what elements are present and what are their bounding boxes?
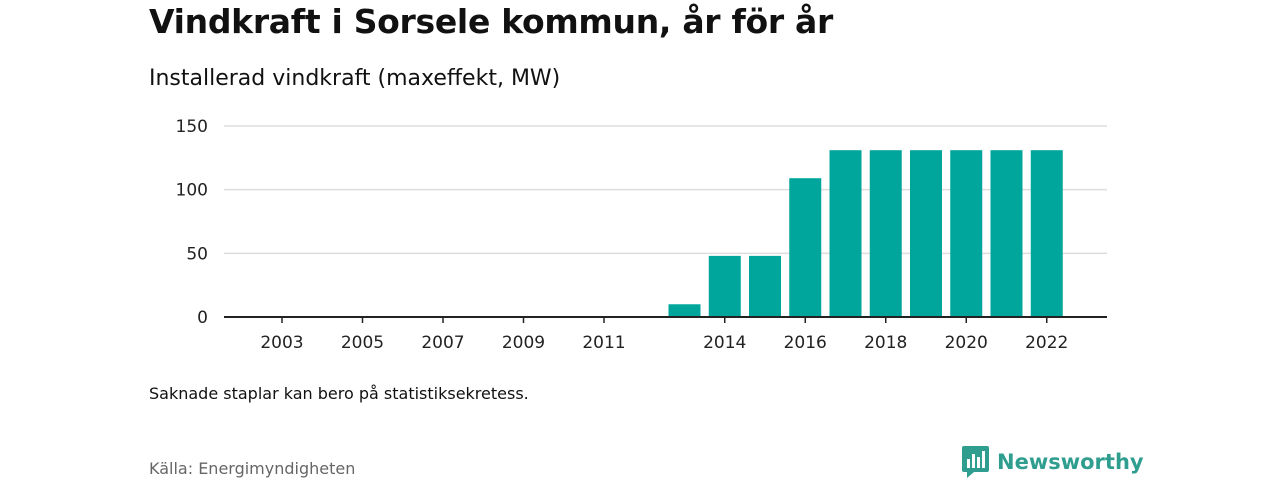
bars bbox=[668, 150, 1063, 317]
x-tick-label-2014: 2014 bbox=[703, 333, 746, 353]
y-tick-label-100: 100 bbox=[176, 181, 208, 201]
x-tick-label-2018: 2018 bbox=[864, 333, 907, 353]
bar-2016 bbox=[789, 178, 822, 317]
x-tick-label-2009: 2009 bbox=[502, 333, 545, 353]
chart-subtitle: Installerad vindkraft (maxeffekt, MW) bbox=[149, 66, 561, 91]
brand-name: Newsworthy bbox=[997, 450, 1144, 474]
bar-chart: 0 50 100 150 2003 2005 2007 2009 2011 2014 2016 201… bbox=[176, 117, 1107, 353]
x-tick-label-2005: 2005 bbox=[341, 333, 384, 353]
bar-2013 bbox=[668, 304, 701, 317]
x-tick-label-2011: 2011 bbox=[582, 333, 625, 353]
bar-2022 bbox=[1030, 150, 1063, 317]
y-tick-label-0: 0 bbox=[197, 308, 208, 328]
x-tick-label-2003: 2003 bbox=[260, 333, 303, 353]
bar-2020 bbox=[950, 150, 983, 317]
bar-2021 bbox=[990, 150, 1023, 317]
x-tick-label-2022: 2022 bbox=[1025, 333, 1068, 353]
tick-labels: 0 50 100 150 2003 2005 2007 2009 2011 2014 2016 201… bbox=[176, 117, 1069, 353]
newsworthy-logo: Newsworthy bbox=[962, 446, 1144, 478]
x-tick-label-2016: 2016 bbox=[784, 333, 827, 353]
bar-2015 bbox=[749, 255, 781, 317]
newsworthy-logo-icon bbox=[962, 446, 989, 478]
footnote: Saknade staplar kan bero på statistiksek… bbox=[149, 384, 529, 403]
source-text: Källa: Energimyndigheten bbox=[149, 459, 356, 478]
y-tick-label-150: 150 bbox=[176, 117, 208, 137]
bar-2018 bbox=[869, 150, 902, 317]
bar-2017 bbox=[829, 150, 862, 317]
x-tick-label-2020: 2020 bbox=[945, 333, 988, 353]
y-tick-label-50: 50 bbox=[186, 244, 208, 264]
x-tick-label-2007: 2007 bbox=[421, 333, 464, 353]
bar-2019 bbox=[910, 150, 942, 317]
chart-title: Vindkraft i Sorsele kommun, år för år bbox=[149, 2, 833, 41]
bar-2014 bbox=[708, 255, 741, 317]
